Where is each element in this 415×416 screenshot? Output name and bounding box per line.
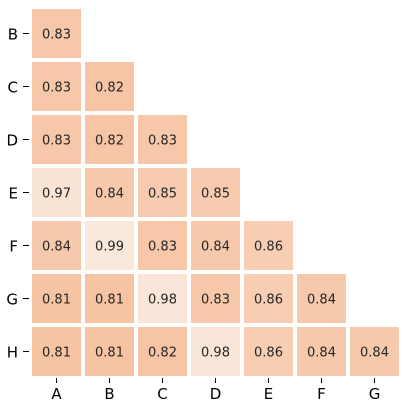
y-tick-label-g: G <box>6 291 18 309</box>
heatmap-cell-f-e <box>244 221 293 270</box>
heatmap-cell-c-b <box>85 62 134 111</box>
heatmap-cell-g-b <box>85 274 134 323</box>
cell-value-g-b: 0.81 <box>95 293 124 308</box>
heatmap-cell-h-a <box>32 327 81 376</box>
heatmap-cell-e-a <box>32 168 81 217</box>
heatmap-cell-f-d <box>191 221 240 270</box>
heatmap-cell-h-e <box>244 327 293 376</box>
x-axis: A B C D E F G <box>51 378 380 403</box>
y-tick-label-e: E <box>9 185 18 203</box>
heatmap-cell-e-d <box>191 168 240 217</box>
heatmap-cell-e-c <box>138 168 187 217</box>
cell-value-h-g: 0.84 <box>360 346 389 361</box>
cell-value-f-e: 0.86 <box>254 240 283 255</box>
heatmap-cells: 0.83 0.83 0.82 0.83 0.82 0.83 0.97 0.84 0.85 0.85… <box>32 9 399 376</box>
cell-value-e-c: 0.85 <box>148 187 177 202</box>
cell-value-g-f: 0.84 <box>307 293 336 308</box>
x-tick-label-c: C <box>157 385 167 403</box>
cell-value-c-a: 0.83 <box>42 81 71 96</box>
heatmap-cell-b-a <box>32 9 81 58</box>
cell-value-g-d: 0.83 <box>201 293 230 308</box>
cell-value-h-d: 0.98 <box>201 346 230 361</box>
heatmap-cell-g-c <box>138 274 187 323</box>
cell-value-h-b: 0.81 <box>95 346 124 361</box>
y-tick-label-c: C <box>8 79 18 97</box>
cell-value-f-c: 0.83 <box>148 240 177 255</box>
heatmap-cell-c-a <box>32 62 81 111</box>
cell-value-g-c: 0.98 <box>148 293 177 308</box>
y-tick-label-b: B <box>8 26 18 44</box>
heatmap-cell-h-g <box>350 327 399 376</box>
heatmap-cell-h-b <box>85 327 134 376</box>
cell-value-h-c: 0.82 <box>148 346 177 361</box>
x-tick-label-f: F <box>317 385 326 403</box>
cell-value-e-d: 0.85 <box>201 187 230 202</box>
heatmap-cell-f-a <box>32 221 81 270</box>
cell-value-f-b: 0.99 <box>95 240 124 255</box>
heatmap-cell-d-c <box>138 115 187 164</box>
heatmap-cell-h-c <box>138 327 187 376</box>
cell-value-b-a: 0.83 <box>42 28 71 43</box>
cell-value-e-b: 0.84 <box>95 187 124 202</box>
cell-value-e-a: 0.97 <box>42 187 71 202</box>
heatmap-cell-d-b <box>85 115 134 164</box>
heatmap-cell-g-f <box>297 274 346 323</box>
x-tick-label-e: E <box>264 385 273 403</box>
heatmap-cell-g-d <box>191 274 240 323</box>
heatmap-cell-f-c <box>138 221 187 270</box>
x-tick-label-b: B <box>104 385 114 403</box>
y-tick-label-d: D <box>6 132 18 150</box>
cell-value-f-a: 0.84 <box>42 240 71 255</box>
y-axis: B C D E F G H <box>6 26 29 362</box>
cell-value-f-d: 0.84 <box>201 240 230 255</box>
x-tick-label-g: G <box>369 385 381 403</box>
cell-value-h-f: 0.84 <box>307 346 336 361</box>
cell-value-d-c: 0.83 <box>148 134 177 149</box>
heatmap-cell-e-b <box>85 168 134 217</box>
cell-value-g-a: 0.81 <box>42 293 71 308</box>
cell-value-d-a: 0.83 <box>42 134 71 149</box>
x-tick-label-a: A <box>51 385 62 403</box>
cell-value-h-a: 0.81 <box>42 346 71 361</box>
heatmap-cell-g-a <box>32 274 81 323</box>
heatmap-cell-h-d <box>191 327 240 376</box>
y-tick-label-f: F <box>9 238 18 256</box>
heatmap-cell-f-b <box>85 221 134 270</box>
cell-value-d-b: 0.82 <box>95 134 124 149</box>
heatmap-cell-g-e <box>244 274 293 323</box>
cell-value-h-e: 0.86 <box>254 346 283 361</box>
x-tick-label-d: D <box>210 385 222 403</box>
heatmap-cell-h-f <box>297 327 346 376</box>
cell-value-g-e: 0.86 <box>254 293 283 308</box>
cell-value-c-b: 0.82 <box>95 81 124 96</box>
y-tick-label-h: H <box>7 344 18 362</box>
heatmap-cell-d-a <box>32 115 81 164</box>
